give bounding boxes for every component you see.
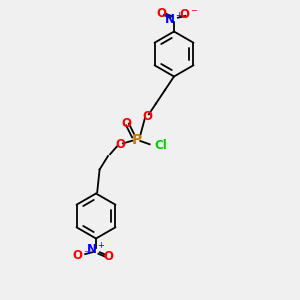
Text: O: O bbox=[121, 116, 131, 130]
Text: Cl: Cl bbox=[154, 139, 167, 152]
Text: N$^+$: N$^+$ bbox=[164, 13, 184, 28]
Text: O$^-$: O$^-$ bbox=[178, 8, 198, 21]
Text: P: P bbox=[131, 133, 142, 146]
Text: O: O bbox=[103, 250, 114, 263]
Text: O: O bbox=[142, 110, 152, 123]
Text: O: O bbox=[156, 7, 167, 20]
Text: O: O bbox=[115, 137, 125, 151]
Text: O$^-$: O$^-$ bbox=[72, 249, 92, 262]
Text: N$^+$: N$^+$ bbox=[86, 242, 106, 257]
